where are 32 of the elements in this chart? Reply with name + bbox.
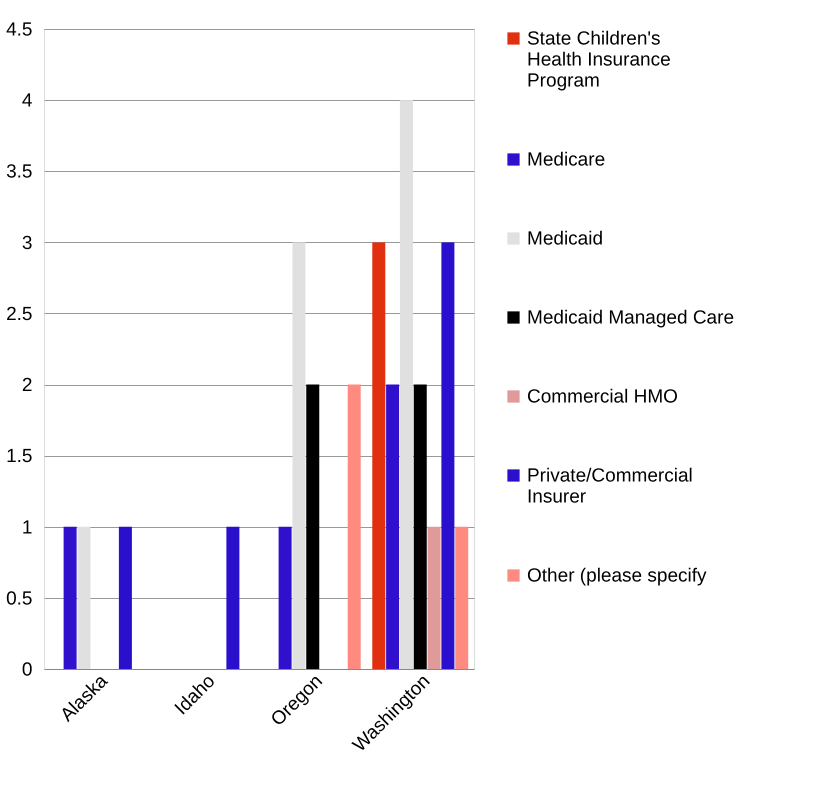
bar xyxy=(64,526,77,669)
bar xyxy=(306,384,320,669)
y-tick-label: 4 xyxy=(22,90,33,112)
y-tick-label: 1 xyxy=(22,517,32,538)
legend-label: Medicare xyxy=(527,150,606,170)
bar xyxy=(348,384,361,669)
bar xyxy=(278,526,292,669)
bar xyxy=(372,242,386,669)
bar xyxy=(441,242,454,669)
bar xyxy=(428,526,441,669)
legend-label: Private/Commercial Insurer xyxy=(527,466,693,508)
bar xyxy=(386,384,400,669)
y-tick-label: 0.5 xyxy=(6,588,32,610)
bar xyxy=(400,100,413,669)
legend-label: State Children's Health Insurance Program xyxy=(527,28,671,92)
bar xyxy=(414,384,427,669)
legend-label: Medicaid xyxy=(527,228,604,250)
y-tick-label: 3 xyxy=(22,232,32,254)
y-tick-label: 1.5 xyxy=(6,446,32,468)
y-tick-label: 4.5 xyxy=(6,20,32,40)
legend-label: Commercial HMO xyxy=(527,386,678,408)
bar xyxy=(118,526,132,669)
bar xyxy=(292,242,306,669)
y-tick-label: 3.5 xyxy=(6,162,32,183)
y-tick-label: 0 xyxy=(22,660,32,680)
bar xyxy=(455,526,468,669)
legend-label: Medicaid Managed Care xyxy=(527,308,734,328)
bar xyxy=(77,526,90,669)
y-tick-label: 2 xyxy=(22,375,32,396)
y-tick-label: 2.5 xyxy=(6,304,32,325)
legend-label: Other (please specify xyxy=(527,566,708,586)
bar xyxy=(226,526,240,669)
